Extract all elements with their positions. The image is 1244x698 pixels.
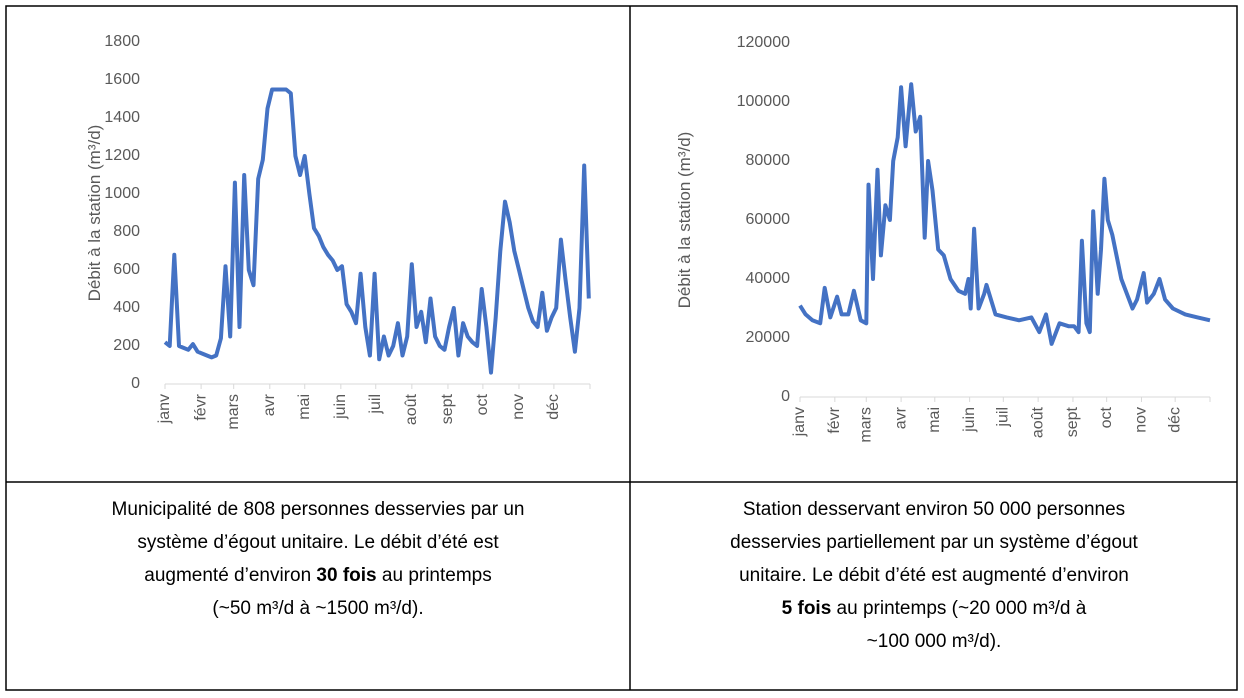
x-tick-label: sept (1064, 406, 1081, 437)
caption-text: desservies partiellement par un système … (730, 532, 1138, 553)
x-tick-label: déc (1166, 407, 1183, 433)
data-line (798, 82, 1211, 346)
caption-line: desservies partiellement par un système … (730, 532, 1138, 553)
y-tick-label: 1200 (104, 147, 140, 164)
caption-line: unitaire. Le débit d’été est augmenté d’… (739, 565, 1129, 586)
table-border (5, 5, 1238, 691)
x-tick-label: nov (510, 394, 527, 420)
y-tick-label: 1400 (104, 109, 140, 126)
y-axis-title: Débit à la station (m³/d) (675, 132, 694, 309)
y-axis-title: Débit à la station (m³/d) (85, 125, 104, 302)
y-tick-label: 20000 (746, 329, 791, 346)
x-tick-label: mars (225, 394, 242, 430)
y-tick-label: 200 (113, 337, 140, 354)
x-tick-label: janv (791, 407, 808, 437)
y-tick-label: 80000 (746, 152, 791, 169)
x-tick-label: juil (995, 407, 1012, 428)
y-tick-label: 800 (113, 223, 140, 240)
y-tick-label: 0 (131, 375, 140, 392)
caption-text: Municipalité de 808 personnes desservies… (112, 499, 525, 520)
caption-text: unitaire. Le débit d’été est augmenté d’… (739, 565, 1129, 586)
y-tick-label: 120000 (737, 34, 790, 51)
x-tick-label: avr (892, 406, 909, 429)
x-tick-label: mai (296, 394, 313, 420)
caption-text: augmenté d’environ (144, 565, 316, 586)
y-tick-label: 60000 (746, 211, 791, 228)
caption-line: ~100 000 m³/d). (867, 631, 1002, 652)
y-tick-label: 0 (781, 388, 790, 405)
caption-text: Station desservant environ 50 000 person… (743, 499, 1125, 520)
x-tick-label: août (403, 393, 420, 425)
caption-line: Station desservant environ 50 000 person… (743, 499, 1125, 520)
x-tick-label: mai (926, 407, 943, 433)
y-tick-label: 400 (113, 299, 140, 316)
caption-line: (~50 m³/d à ~1500 m³/d). (212, 598, 423, 619)
x-tick-label: janv (156, 394, 173, 424)
y-tick-label: 100000 (737, 93, 790, 110)
caption-line: 5 fois au printemps (~20 000 m³/d à (782, 598, 1087, 619)
caption-text: au printemps (~20 000 m³/d à (831, 598, 1086, 619)
x-tick-label: déc (545, 394, 562, 420)
caption-line: système d’égout unitaire. Le débit d’été… (137, 532, 499, 553)
x-tick-label: juin (332, 394, 349, 420)
caption-bold: 30 fois (316, 565, 376, 586)
y-tick-label: 1600 (104, 71, 140, 88)
caption-line: Municipalité de 808 personnes desservies… (112, 499, 525, 520)
x-tick-label: févr (192, 393, 209, 420)
x-tick-label: févr (826, 406, 843, 433)
x-tick-label: sept (439, 393, 456, 424)
x-tick-label: nov (1133, 407, 1150, 433)
caption-text: ~100 000 m³/d). (867, 631, 1002, 652)
data-line (163, 87, 591, 375)
x-tick-label: août (1029, 406, 1046, 438)
x-tick-label: oct (1098, 406, 1115, 428)
x-tick-label: avr (261, 393, 278, 416)
y-tick-label: 1000 (104, 185, 140, 202)
y-tick-label: 40000 (746, 270, 791, 287)
caption-bold: 5 fois (782, 598, 832, 619)
caption-line: augmenté d’environ 30 fois au printemps (144, 565, 492, 586)
x-tick-label: mars (857, 407, 874, 443)
caption-text: au printemps (377, 565, 492, 586)
x-tick-label: oct (474, 393, 491, 415)
caption-text: (~50 m³/d à ~1500 m³/d). (212, 598, 423, 619)
y-tick-label: 1800 (104, 33, 140, 50)
x-tick-label: juil (367, 394, 384, 415)
x-tick-label: juin (961, 407, 978, 433)
y-tick-label: 600 (113, 261, 140, 278)
caption-text: système d’égout unitaire. Le débit d’été… (137, 532, 499, 553)
